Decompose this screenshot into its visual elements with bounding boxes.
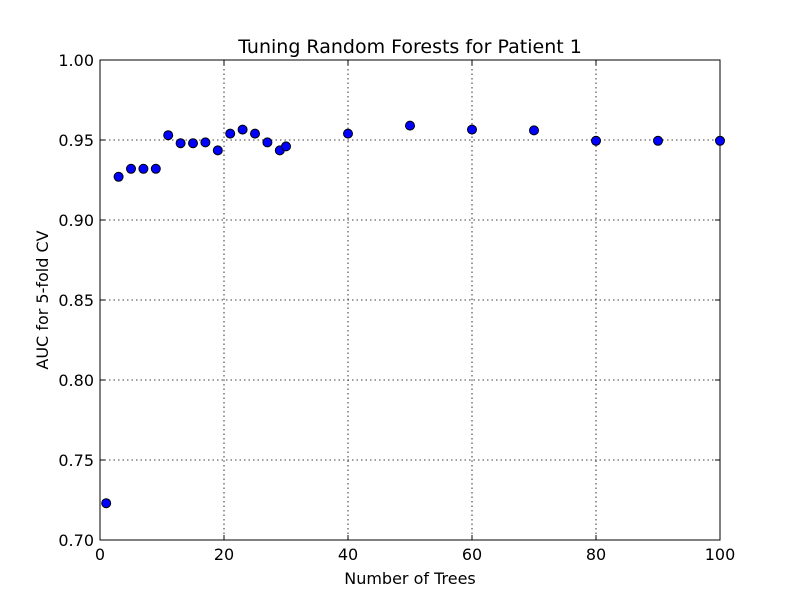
point-layer <box>101 120 725 509</box>
data-point <box>163 130 174 141</box>
y-tick-labels: 0.70 0.75 0.80 0.85 0.90 0.95 1.00 <box>58 51 94 550</box>
data-point <box>250 128 260 139</box>
y-tick-label: 0.80 <box>58 371 94 390</box>
data-point <box>405 120 415 131</box>
x-tick-label: 40 <box>338 545 358 564</box>
data-point <box>467 124 477 135</box>
x-tick-labels: 0 20 40 60 80 100 <box>95 545 735 564</box>
data-point <box>715 135 725 146</box>
y-tick-label: 0.75 <box>58 451 94 470</box>
data-point <box>138 163 149 174</box>
data-point <box>150 163 161 174</box>
data-point <box>101 498 112 509</box>
y-tick-label: 1.00 <box>58 51 94 70</box>
x-tick-label: 100 <box>705 545 736 564</box>
y-tick-label: 0.95 <box>58 131 94 150</box>
data-point <box>591 135 601 146</box>
plot-frame <box>99 59 721 541</box>
x-tick-label: 0 <box>95 545 105 564</box>
x-axis-label: Number of Trees <box>344 569 476 588</box>
grid-layer <box>99 59 721 541</box>
data-point <box>113 171 124 182</box>
x-tick-label: 80 <box>586 545 606 564</box>
data-point <box>225 128 236 139</box>
y-tick-label: 0.70 <box>58 531 94 550</box>
data-point <box>281 141 291 152</box>
y-tick-label: 0.90 <box>58 211 94 230</box>
data-point <box>262 137 273 148</box>
x-tick-label: 60 <box>462 545 482 564</box>
y-tick-label: 0.85 <box>58 291 94 310</box>
data-point <box>126 163 136 174</box>
data-point <box>212 145 223 156</box>
data-point <box>237 124 248 135</box>
data-point <box>175 138 186 149</box>
data-point <box>343 128 353 139</box>
data-point <box>188 138 198 149</box>
y-axis-label: AUC for 5-fold CV <box>33 230 52 369</box>
x-tick-label: 20 <box>214 545 234 564</box>
chart-title: Tuning Random Forests for Patient 1 <box>237 36 582 58</box>
data-point <box>200 137 211 148</box>
data-point <box>653 135 663 146</box>
data-point <box>529 125 539 136</box>
